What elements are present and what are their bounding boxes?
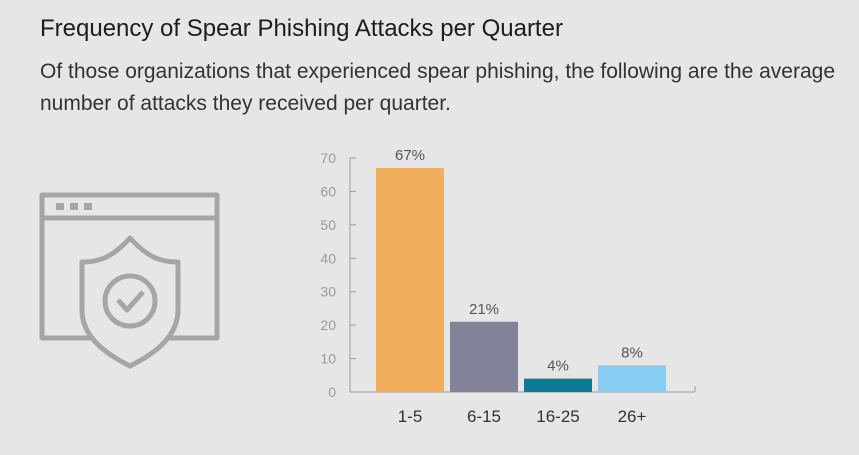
- x-category-label: 6-15: [467, 407, 501, 426]
- data-label: 8%: [621, 344, 643, 361]
- chart-subtitle: Of those organizations that experienced …: [40, 60, 836, 115]
- bar-chart: 0 10 20 30 40 50 60 70 67% 1-5 21% 6-15 4% 16-25 8% 26+: [300, 140, 720, 445]
- y-tick-label: 30: [320, 284, 336, 300]
- data-label: 4%: [547, 358, 569, 375]
- x-category-label: 1-5: [398, 407, 423, 426]
- bar-6-15: [450, 321, 518, 392]
- bar-1-5: [376, 168, 444, 392]
- x-category-label: 16-25: [536, 407, 579, 426]
- data-label: 21%: [469, 301, 499, 318]
- chart-svg: 0 10 20 30 40 50 60 70 67% 1-5 21% 6-15 4% 16-25 8% 26+: [320, 147, 696, 426]
- browser-shield-check-icon: [38, 190, 223, 375]
- y-tick-label: 10: [320, 351, 336, 367]
- data-label: 67%: [395, 147, 425, 164]
- y-tick-label: 50: [320, 217, 336, 233]
- chart-title: Frequency of Spear Phishing Attacks per …: [40, 15, 563, 42]
- bar-26+: [598, 365, 666, 392]
- x-category-label: 26+: [618, 407, 647, 426]
- y-tick-label: 70: [320, 150, 336, 166]
- y-tick-label: 20: [320, 317, 336, 333]
- y-tick-label: 60: [320, 183, 336, 199]
- y-tick-label: 0: [328, 384, 336, 400]
- bar-16-25: [524, 378, 592, 392]
- y-tick-label: 40: [320, 250, 336, 266]
